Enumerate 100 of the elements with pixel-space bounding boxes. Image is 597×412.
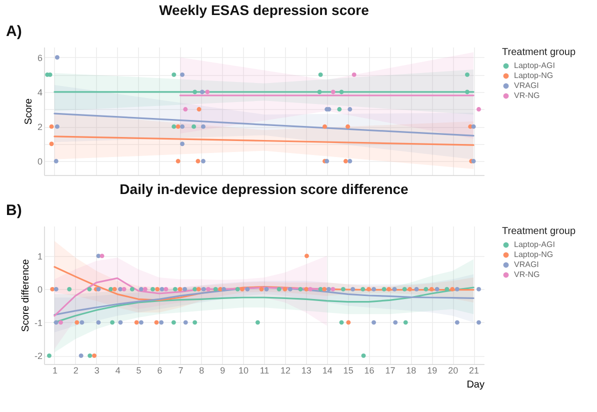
x-tick-label: 1 <box>52 366 58 376</box>
point <box>154 320 159 325</box>
point <box>54 55 60 60</box>
point <box>304 254 309 258</box>
point <box>180 142 185 146</box>
point <box>326 286 331 292</box>
x-tick-label: 8 <box>199 366 204 376</box>
point <box>201 158 206 164</box>
point <box>324 158 330 164</box>
x-tick-label: 6 <box>157 366 162 376</box>
point <box>465 90 470 94</box>
point <box>330 286 336 292</box>
x-tick-label: 5 <box>136 366 142 376</box>
point <box>361 353 366 358</box>
point <box>47 353 52 358</box>
point <box>201 286 206 292</box>
point <box>196 286 201 292</box>
point <box>322 286 327 292</box>
point <box>276 286 282 292</box>
point <box>337 107 342 112</box>
point <box>298 286 303 292</box>
point <box>192 90 198 94</box>
point <box>142 286 148 292</box>
legend-label: VRAGI <box>514 260 539 269</box>
point <box>434 286 440 292</box>
point <box>178 286 182 292</box>
point <box>138 286 144 292</box>
point <box>200 90 204 94</box>
line-series <box>54 286 474 324</box>
chart-title: Weekly ESAS depression score <box>159 2 370 18</box>
point <box>372 320 376 325</box>
point <box>308 286 313 292</box>
point <box>245 286 250 292</box>
point <box>92 353 97 358</box>
point <box>159 320 164 325</box>
point <box>49 124 54 129</box>
point <box>201 124 206 129</box>
text: B) <box>6 202 22 219</box>
point <box>408 286 412 292</box>
point <box>476 107 481 112</box>
point <box>112 286 117 292</box>
point <box>255 320 260 325</box>
line-series <box>54 266 474 301</box>
legend-label: VRAGI <box>514 81 539 90</box>
y-tick-label: 0 <box>37 156 42 167</box>
point <box>138 320 144 325</box>
point <box>182 286 188 292</box>
point <box>444 286 450 292</box>
point <box>205 90 210 94</box>
x-tick-label: 19 <box>427 366 438 376</box>
point <box>155 286 160 292</box>
point <box>54 124 60 129</box>
point <box>192 320 198 325</box>
point <box>196 158 200 164</box>
point <box>110 320 115 325</box>
point <box>340 286 346 292</box>
point <box>318 286 323 292</box>
point <box>172 72 176 77</box>
y-tick-label: 6 <box>37 52 42 63</box>
point <box>122 286 126 292</box>
point <box>96 320 101 325</box>
x-tick-label: 4 <box>115 366 120 376</box>
point <box>54 320 58 325</box>
x-tick-label: 17 <box>385 366 396 376</box>
y-tick-label: 4 <box>37 87 42 98</box>
y-tick-label: 2 <box>37 122 42 132</box>
point <box>414 286 419 292</box>
point <box>172 286 178 292</box>
point <box>330 90 336 94</box>
legend-title: Treatment group <box>502 226 576 237</box>
point <box>172 124 176 129</box>
x-tick-label: 12 <box>280 366 290 376</box>
point <box>288 286 292 292</box>
y-axis-title: Score <box>23 98 34 125</box>
x-axis-title: Day <box>466 380 484 390</box>
legend-label: Laptop-NG <box>514 71 554 80</box>
point <box>80 320 84 325</box>
point <box>54 286 58 292</box>
x-tick-label: 7 <box>178 366 184 376</box>
x-tick-label: 20 <box>448 366 458 376</box>
point <box>74 320 80 325</box>
point <box>382 286 386 292</box>
point <box>100 254 104 258</box>
y-tick-label: 0 <box>37 284 42 295</box>
legend-label: Laptop-NG <box>514 250 554 259</box>
point <box>366 286 371 292</box>
point <box>50 286 55 292</box>
point <box>259 286 264 292</box>
point <box>339 90 344 94</box>
point <box>206 286 211 292</box>
point <box>108 286 114 292</box>
point <box>96 286 101 292</box>
point <box>222 286 226 292</box>
point <box>171 320 176 325</box>
point <box>183 107 188 112</box>
point <box>180 72 185 77</box>
point <box>317 90 322 94</box>
point <box>476 286 481 292</box>
point <box>196 107 202 112</box>
point <box>346 320 351 325</box>
